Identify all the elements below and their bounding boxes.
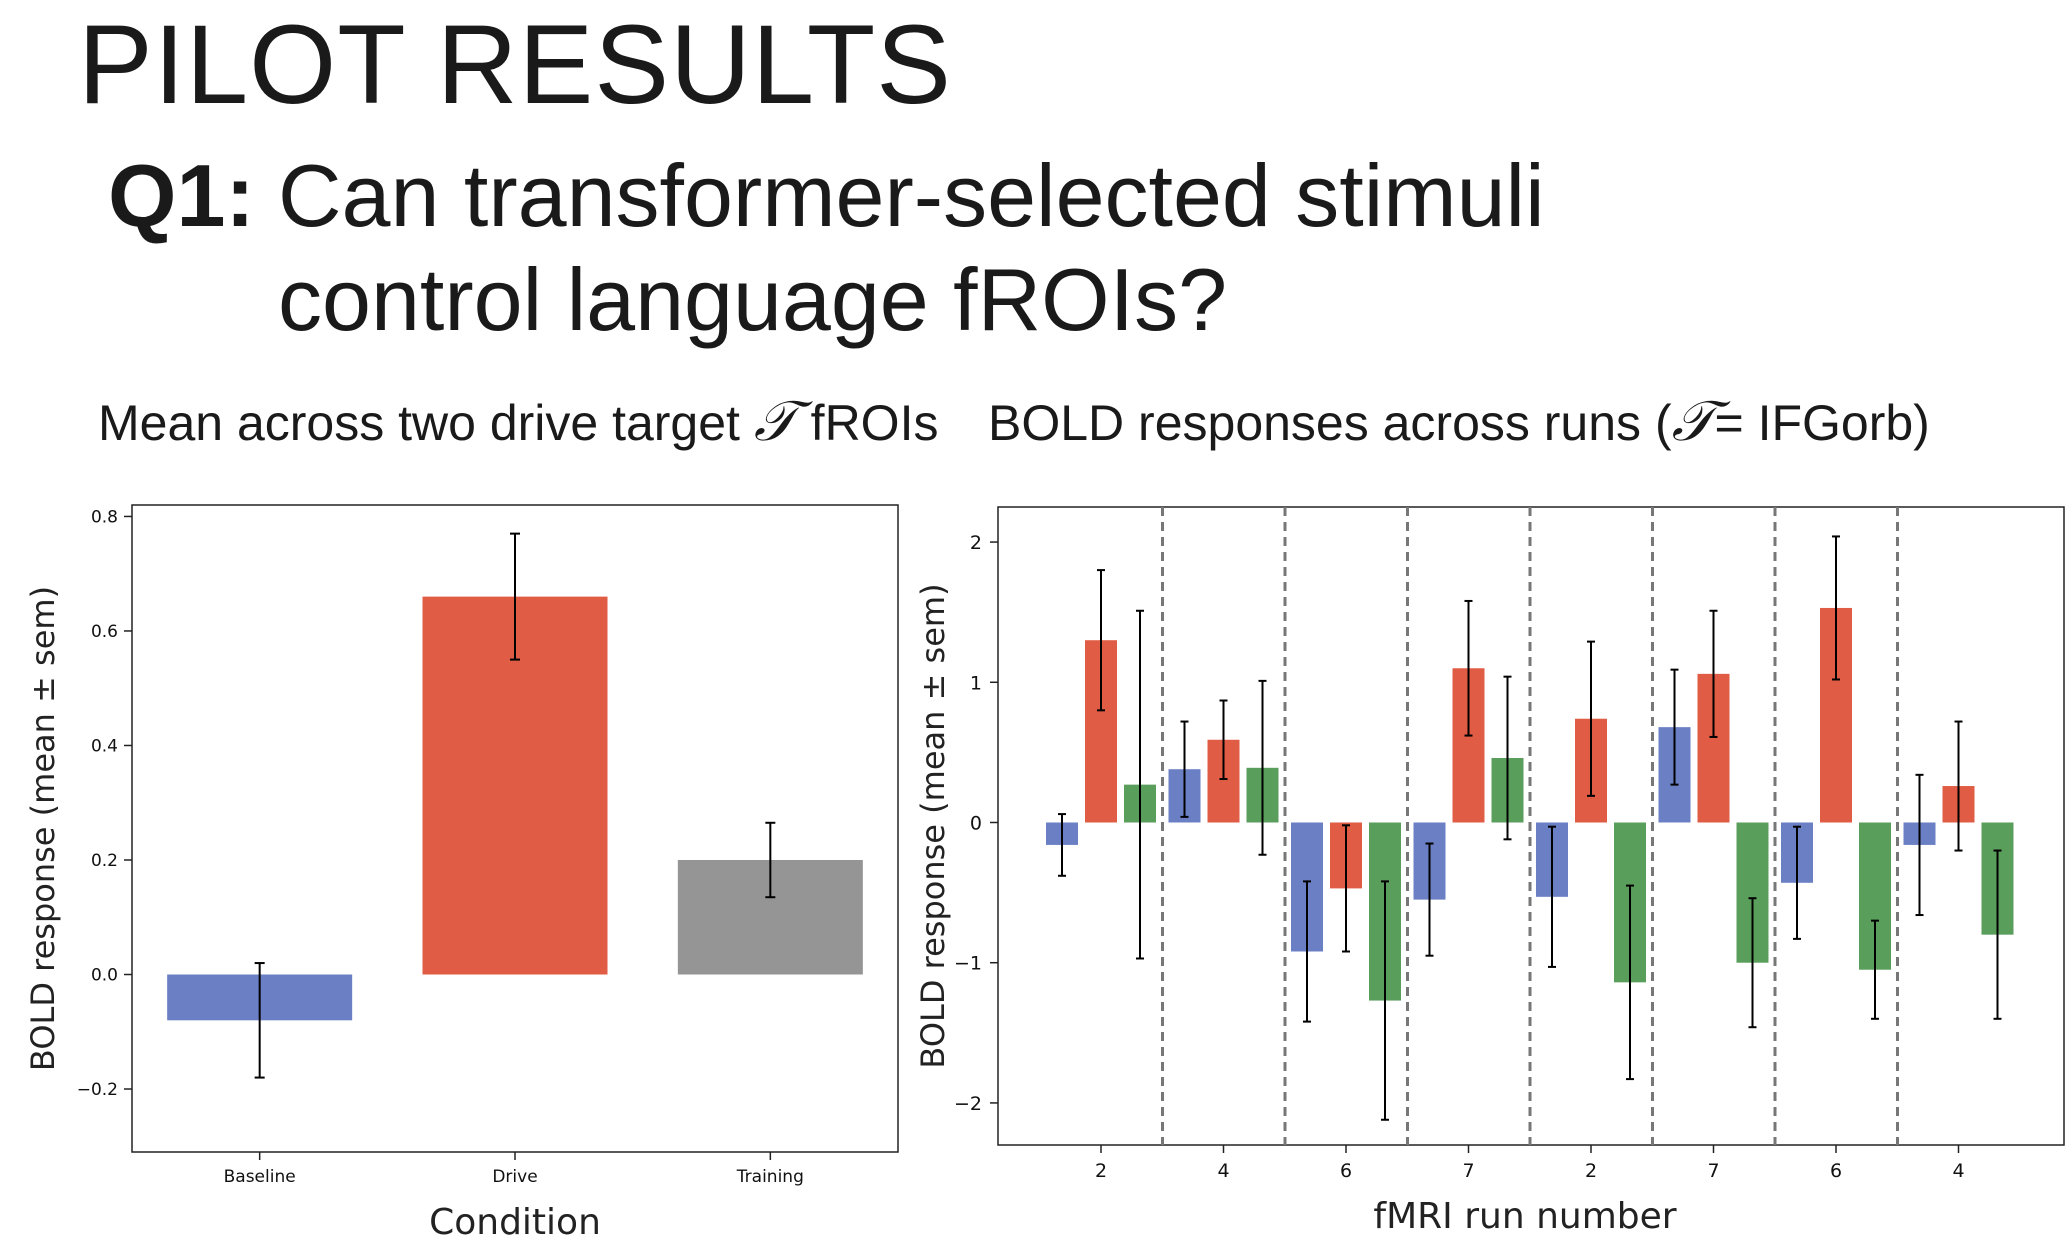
target-symbol-icon: 𝒯 <box>753 389 797 454</box>
x-tick-label: Training <box>736 1167 804 1187</box>
x-tick-label: 6 <box>1830 1160 1842 1182</box>
x-axis-label: Condition <box>429 1202 601 1242</box>
slide-title: PILOT RESULTS <box>78 2 952 127</box>
x-tick-label: 2 <box>1095 1160 1107 1182</box>
right-subtitle-text-b: = IFGorb) <box>1714 395 1930 451</box>
y-tick-label: 0.6 <box>91 622 118 642</box>
question-label: Q1: <box>108 146 255 245</box>
y-tick-label: 0.0 <box>91 966 118 986</box>
right-chart-subtitle: BOLD responses across runs (𝒯= IFGorb) <box>988 392 1930 453</box>
x-tick-label: 4 <box>1217 1160 1229 1182</box>
y-tick-label: 2 <box>970 532 982 554</box>
target-symbol-icon: 𝒯 <box>1671 389 1715 454</box>
left-subtitle-text-a: Mean across two drive target <box>98 395 740 451</box>
x-tick-label: 2 <box>1585 1160 1597 1182</box>
left-subtitle-text-b: fROIs <box>810 395 939 451</box>
y-tick-label: 0 <box>970 812 982 834</box>
x-tick-label: 7 <box>1462 1160 1474 1182</box>
left-chart-subtitle: Mean across two drive target 𝒯 fROIs <box>98 392 938 453</box>
question-line-1: Can transformer-selected stimuli <box>278 146 1545 245</box>
y-tick-label: 0.4 <box>91 736 118 756</box>
x-tick-label: 7 <box>1707 1160 1719 1182</box>
right-subtitle-text-a: BOLD responses across runs ( <box>988 395 1672 451</box>
x-axis-label: fMRI run number <box>1373 1196 1676 1237</box>
y-axis-label: BOLD response (mean ± sem) <box>914 583 952 1068</box>
x-tick-label: 6 <box>1340 1160 1352 1182</box>
y-tick-label: 1 <box>970 672 982 694</box>
y-tick-label: −1 <box>954 953 982 975</box>
question-line-2: control language fROIs? <box>278 250 1228 349</box>
y-axis-label: BOLD response (mean ± sem) <box>24 586 62 1071</box>
y-tick-label: 0.8 <box>91 507 118 527</box>
y-tick-label: 0.2 <box>91 851 118 871</box>
x-tick-label: 4 <box>1952 1160 1964 1182</box>
y-tick-label: −0.2 <box>77 1080 118 1100</box>
x-tick-label: Baseline <box>224 1167 296 1187</box>
y-tick-label: −2 <box>954 1093 982 1115</box>
x-tick-label: Drive <box>492 1167 537 1187</box>
